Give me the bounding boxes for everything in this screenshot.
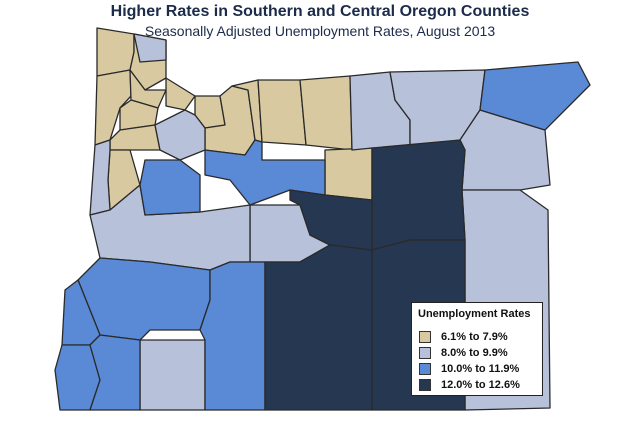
- map-subtitle: Seasonally Adjusted Unemployment Rates, …: [144, 23, 496, 39]
- county-multnomah: [165, 77, 196, 111]
- map-title: Higher Rates in Southern and Central Ore…: [110, 3, 530, 20]
- county-clatsop: [96, 27, 135, 77]
- county-wheeler: [324, 147, 373, 201]
- legend-swatch: [419, 363, 431, 375]
- county-lincoln: [89, 139, 111, 216]
- legend: Unemployment Rates 6.1% to 7.9% 8.0% to …: [411, 302, 543, 396]
- county-lake: [264, 244, 373, 411]
- county-clackamas-north: [133, 33, 167, 63]
- county-josephine: [89, 334, 141, 411]
- county-morrow: [299, 75, 353, 151]
- legend-label: 6.1% to 7.9%: [441, 331, 508, 343]
- county-washington: [129, 69, 167, 109]
- legend-title: Unemployment Rates: [418, 308, 531, 320]
- legend-swatch: [419, 379, 431, 391]
- legend-swatch: [419, 331, 431, 343]
- legend-swatch: [419, 347, 431, 359]
- county-marion: [139, 159, 201, 216]
- legend-label: 8.0% to 9.9%: [441, 347, 508, 359]
- county-douglas: [77, 257, 211, 341]
- legend-label: 10.0% to 11.9%: [441, 363, 520, 375]
- county-grant: [371, 139, 466, 251]
- county-deschutes: [199, 261, 266, 411]
- county-wallowa: [479, 61, 591, 131]
- county-gilliam: [257, 79, 307, 146]
- county-jefferson: [204, 139, 326, 206]
- county-clackamas: [154, 109, 206, 161]
- legend-label: 12.0% to 12.6%: [441, 379, 520, 391]
- county-klamath-w: [139, 339, 206, 411]
- county-polk: [109, 124, 161, 151]
